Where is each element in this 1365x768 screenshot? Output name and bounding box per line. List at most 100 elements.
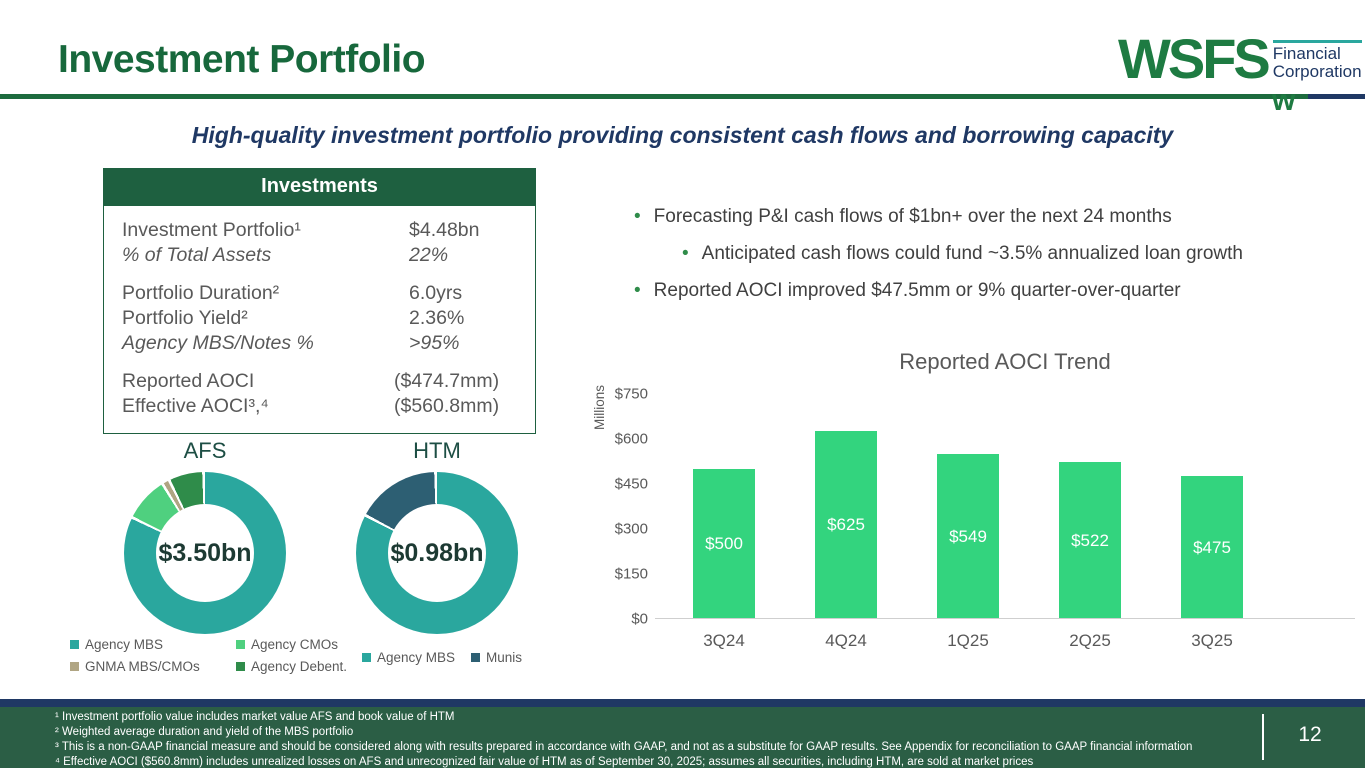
bar-3Q24: $500 xyxy=(693,469,755,619)
bar-column: $625 xyxy=(785,394,907,619)
bar-value-label: $549 xyxy=(949,526,987,546)
legend-label: Agency MBS xyxy=(85,637,164,652)
legend-item: GNMA MBS/CMOs xyxy=(70,659,220,674)
x-tick-label: 3Q25 xyxy=(1191,631,1233,650)
bullet-list: Forecasting P&I cash flows of $1bn+ over… xyxy=(634,206,1254,317)
afs-legend: Agency MBS Agency CMOs GNMA MBS/CMOs Agency… xyxy=(70,637,347,674)
bar-chart-title: Reported AOCI Trend xyxy=(899,349,1111,374)
bar-3Q25: $475 xyxy=(1181,476,1243,619)
bullet-subitem: Anticipated cash flows could fund ~3.5% … xyxy=(682,243,1254,265)
footnote-line: ³ This is a non-GAAP financial measure a… xyxy=(55,741,1193,753)
y-tick-label: $450 xyxy=(614,475,648,493)
bar-column: $500 xyxy=(663,394,785,619)
page-title: Investment Portfolio xyxy=(58,38,426,81)
bar-value-label: $475 xyxy=(1193,537,1231,557)
afs-donut-chart: $3.50bn xyxy=(124,472,286,634)
bar-2Q25: $522 xyxy=(1059,462,1121,619)
legend-item: Agency MBS xyxy=(361,650,456,665)
htm-donut-chart: $0.98bn xyxy=(356,472,518,634)
footer-band: ¹ Investment portfolio value includes ma… xyxy=(0,707,1365,768)
y-tick-label: $150 xyxy=(614,565,648,583)
x-tick-label: 3Q24 xyxy=(703,631,745,650)
metric-label: Portfolio Yield² xyxy=(122,307,248,329)
table-row: Portfolio Yield² 2.36% xyxy=(122,306,535,331)
metric-value: >95% xyxy=(409,332,460,354)
legend-swatch xyxy=(70,640,79,649)
metric-value: ($560.8mm) xyxy=(394,395,500,417)
bullet-item: Reported AOCI improved $47.5mm or 9% qua… xyxy=(634,280,1254,302)
metric-label: Portfolio Duration² xyxy=(122,282,280,304)
bar-column: $522 xyxy=(1029,394,1151,619)
logo-line-financial: Financial xyxy=(1272,44,1341,63)
table-row: Agency MBS/Notes % >95% xyxy=(122,331,535,356)
footnotes: ¹ Investment portfolio value includes ma… xyxy=(55,710,1245,768)
bar-value-label: $625 xyxy=(827,515,865,534)
legend-swatch xyxy=(471,653,481,662)
x-tick-label: 1Q25 xyxy=(947,631,989,650)
table-row: Portfolio Duration² 6.0yrs xyxy=(122,281,535,306)
investments-table-header: Investments xyxy=(103,168,536,205)
table-row: % of Total Assets 22% xyxy=(122,243,535,268)
page-number: 12 xyxy=(1298,723,1322,746)
metric-value: 2.36% xyxy=(409,307,465,329)
legend-swatch xyxy=(236,640,245,649)
metric-label: Reported AOCI xyxy=(122,370,255,392)
bar-column: $549 xyxy=(907,394,1029,619)
table-row: Effective AOCI³,⁴ ($560.8mm) xyxy=(122,394,535,419)
legend-item: Agency CMOs xyxy=(236,637,347,652)
metric-value: $4.48bn xyxy=(409,219,480,241)
y-axis-ticks: $750 $600 $450 $300 $150 $0 xyxy=(596,386,648,628)
wsfs-logo-subtext: Financial Corporation xyxy=(1272,40,1362,82)
y-tick-label: $0 xyxy=(631,610,648,628)
legend-label: GNMA MBS/CMOs xyxy=(85,659,200,674)
afs-chart-title: AFS xyxy=(183,438,227,463)
investments-table-body: Investment Portfolio¹ $4.48bn% of Total A… xyxy=(103,205,536,434)
legend-swatch xyxy=(70,662,79,671)
footnote-line: ² Weighted average duration and yield of… xyxy=(55,726,354,738)
investments-table: Investments Investment Portfolio¹ $4.48bn… xyxy=(103,168,536,434)
footer-divider xyxy=(1262,714,1264,760)
afs-donut-hole: $3.50bn xyxy=(156,504,254,602)
metric-value: ($474.7mm) xyxy=(394,370,500,392)
wsfs-logo: WSFS Financial Corporation xyxy=(1118,27,1362,90)
metric-label: Agency MBS/Notes % xyxy=(122,332,314,354)
htm-chart-title: HTM xyxy=(413,438,461,463)
legend-label: Agency MBS xyxy=(376,650,456,665)
metric-label: % of Total Assets xyxy=(122,244,272,266)
x-tick-label: 4Q24 xyxy=(825,631,867,650)
legend-item: Agency Debent. xyxy=(236,659,347,674)
bar-value-label: $500 xyxy=(705,534,743,553)
y-tick-label: $600 xyxy=(614,430,648,448)
x-axis-line xyxy=(655,618,1355,619)
bar-value-label: $522 xyxy=(1071,530,1109,550)
htm-center-label: $0.98bn xyxy=(390,538,484,567)
metric-label: Effective AOCI³,⁴ xyxy=(122,395,269,417)
subtitle: High-quality investment portfolio provid… xyxy=(191,122,1174,148)
header-rule xyxy=(0,94,1317,99)
legend-label: Munis xyxy=(486,650,523,665)
table-row: Reported AOCI ($474.7mm) xyxy=(122,369,535,394)
legend-swatch xyxy=(361,653,371,662)
afs-center-label: $3.50bn xyxy=(158,538,252,567)
x-axis-labels: 3Q24 4Q24 1Q25 2Q25 3Q25 xyxy=(663,631,1273,651)
y-tick-label: $750 xyxy=(614,385,648,403)
metric-value: 6.0yrs xyxy=(409,282,463,304)
wsfs-logo-text: WSFS xyxy=(1118,27,1271,90)
logo-line-corporation: Corporation xyxy=(1272,62,1362,82)
footnote-line: ¹ Investment portfolio value includes ma… xyxy=(55,711,455,723)
footer-accent-bar xyxy=(0,699,1365,707)
htm-legend: Agency MBS Munis xyxy=(352,650,532,665)
table-row: Investment Portfolio¹ $4.48bn xyxy=(122,218,535,243)
legend-item: Agency MBS xyxy=(70,637,220,652)
header-rule-accent xyxy=(1308,94,1365,99)
bar-column: $475 xyxy=(1151,394,1273,619)
legend-swatch xyxy=(236,662,245,671)
metric-label: Investment Portfolio¹ xyxy=(122,219,301,241)
bar-4Q24: $625 xyxy=(815,431,877,619)
legend-item: Munis xyxy=(471,650,522,665)
logo-w-mark: w xyxy=(1272,84,1296,117)
footnote-line: ⁴ Effective AOCI ($560.8mm) includes unr… xyxy=(55,756,1034,768)
legend-label: Agency Debent. xyxy=(251,659,348,674)
bar-1Q25: $549 xyxy=(937,454,999,619)
